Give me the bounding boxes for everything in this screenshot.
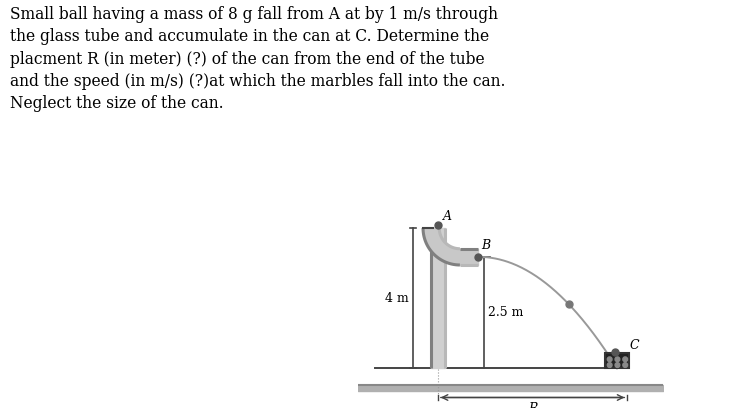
Text: C: C xyxy=(630,339,639,352)
Circle shape xyxy=(615,357,620,361)
Circle shape xyxy=(623,363,628,368)
Circle shape xyxy=(623,357,628,361)
Text: B: B xyxy=(481,239,491,252)
Polygon shape xyxy=(423,228,460,265)
Text: 4 m: 4 m xyxy=(385,292,408,305)
Text: R: R xyxy=(528,401,537,408)
Circle shape xyxy=(608,363,612,368)
Text: Small ball having a mass of 8 g fall from A at by 1 m/s through
the glass tube a: Small ball having a mass of 8 g fall fro… xyxy=(10,6,505,112)
Text: A: A xyxy=(443,210,452,223)
Text: 2.5 m: 2.5 m xyxy=(488,306,523,319)
Circle shape xyxy=(615,363,620,368)
Bar xyxy=(605,353,629,368)
Circle shape xyxy=(608,357,612,361)
